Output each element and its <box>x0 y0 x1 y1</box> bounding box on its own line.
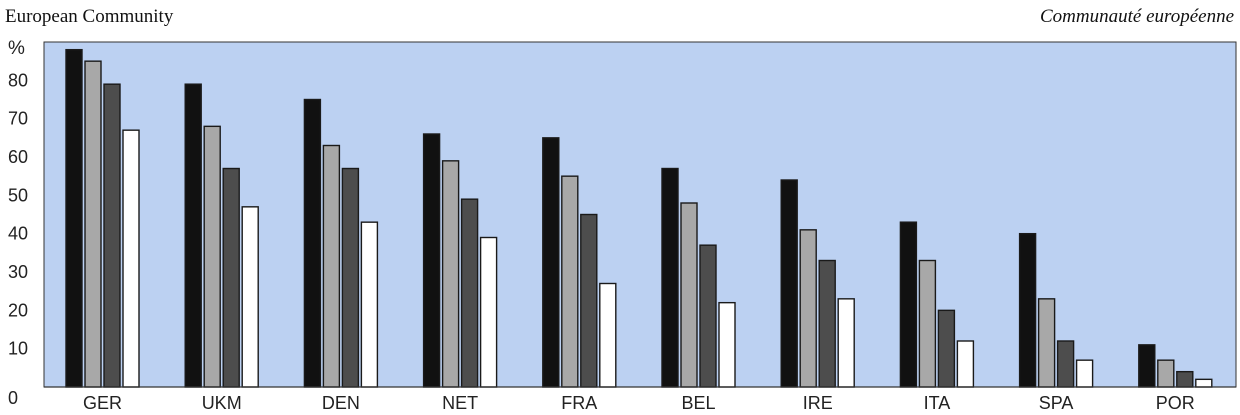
chart-title-right: Communauté européenne <box>1040 6 1234 27</box>
bar <box>341 167 360 388</box>
bar <box>918 259 937 388</box>
bar <box>241 206 259 388</box>
bar <box>937 309 956 388</box>
bar <box>718 301 736 388</box>
x-tick-label: GER <box>83 393 122 413</box>
y-tick-label: 70 <box>8 109 28 129</box>
bar <box>222 167 240 388</box>
bar <box>680 202 698 388</box>
y-tick-label: 60 <box>8 147 28 167</box>
x-tick-label: ITA <box>924 393 951 413</box>
bar <box>580 213 598 388</box>
bar <box>1195 378 1213 388</box>
bar <box>184 83 202 388</box>
bar <box>103 83 121 388</box>
bar <box>1138 344 1156 388</box>
bar <box>899 221 918 388</box>
bar <box>837 298 855 388</box>
bar <box>360 221 379 388</box>
bar <box>322 144 341 388</box>
bar <box>1056 340 1075 388</box>
bar <box>84 60 102 388</box>
bar <box>599 282 617 388</box>
bar <box>699 244 717 388</box>
bar <box>1037 298 1056 388</box>
y-tick-label: 50 <box>8 185 28 205</box>
bar <box>542 137 560 388</box>
bar <box>203 125 221 388</box>
bar <box>1176 370 1194 388</box>
bar <box>661 167 679 388</box>
y-tick-label: 80 <box>8 70 28 90</box>
bar <box>65 48 83 388</box>
x-tick-label: POR <box>1156 393 1195 413</box>
x-tick-label: DEN <box>322 393 360 413</box>
x-tick-label: FRA <box>561 393 597 413</box>
y-tick-label: 40 <box>8 224 28 244</box>
x-tick-label: IRE <box>803 393 833 413</box>
bar <box>441 160 460 388</box>
y-tick-label: 10 <box>8 339 28 359</box>
bar <box>303 98 322 388</box>
bar <box>122 129 140 388</box>
x-tick-label: NET <box>442 393 478 413</box>
bar <box>780 179 798 388</box>
x-tick-label: BEL <box>681 393 715 413</box>
x-tick-label: UKM <box>202 393 242 413</box>
bar <box>422 133 441 388</box>
x-tick-label: SPA <box>1039 393 1074 413</box>
y-axis-unit: % <box>8 38 25 59</box>
bar <box>460 198 479 388</box>
bar <box>818 259 836 388</box>
y-tick-label: 30 <box>8 262 28 282</box>
y-tick-label: 0 <box>8 388 18 408</box>
bar <box>1157 359 1175 388</box>
chart-title-left: European Community <box>5 6 174 27</box>
y-tick-label: 20 <box>8 300 28 320</box>
bar <box>479 236 498 388</box>
bar <box>956 340 975 388</box>
bar <box>1075 359 1094 388</box>
bar <box>561 175 579 388</box>
bar <box>799 229 817 388</box>
bar <box>1018 232 1037 388</box>
